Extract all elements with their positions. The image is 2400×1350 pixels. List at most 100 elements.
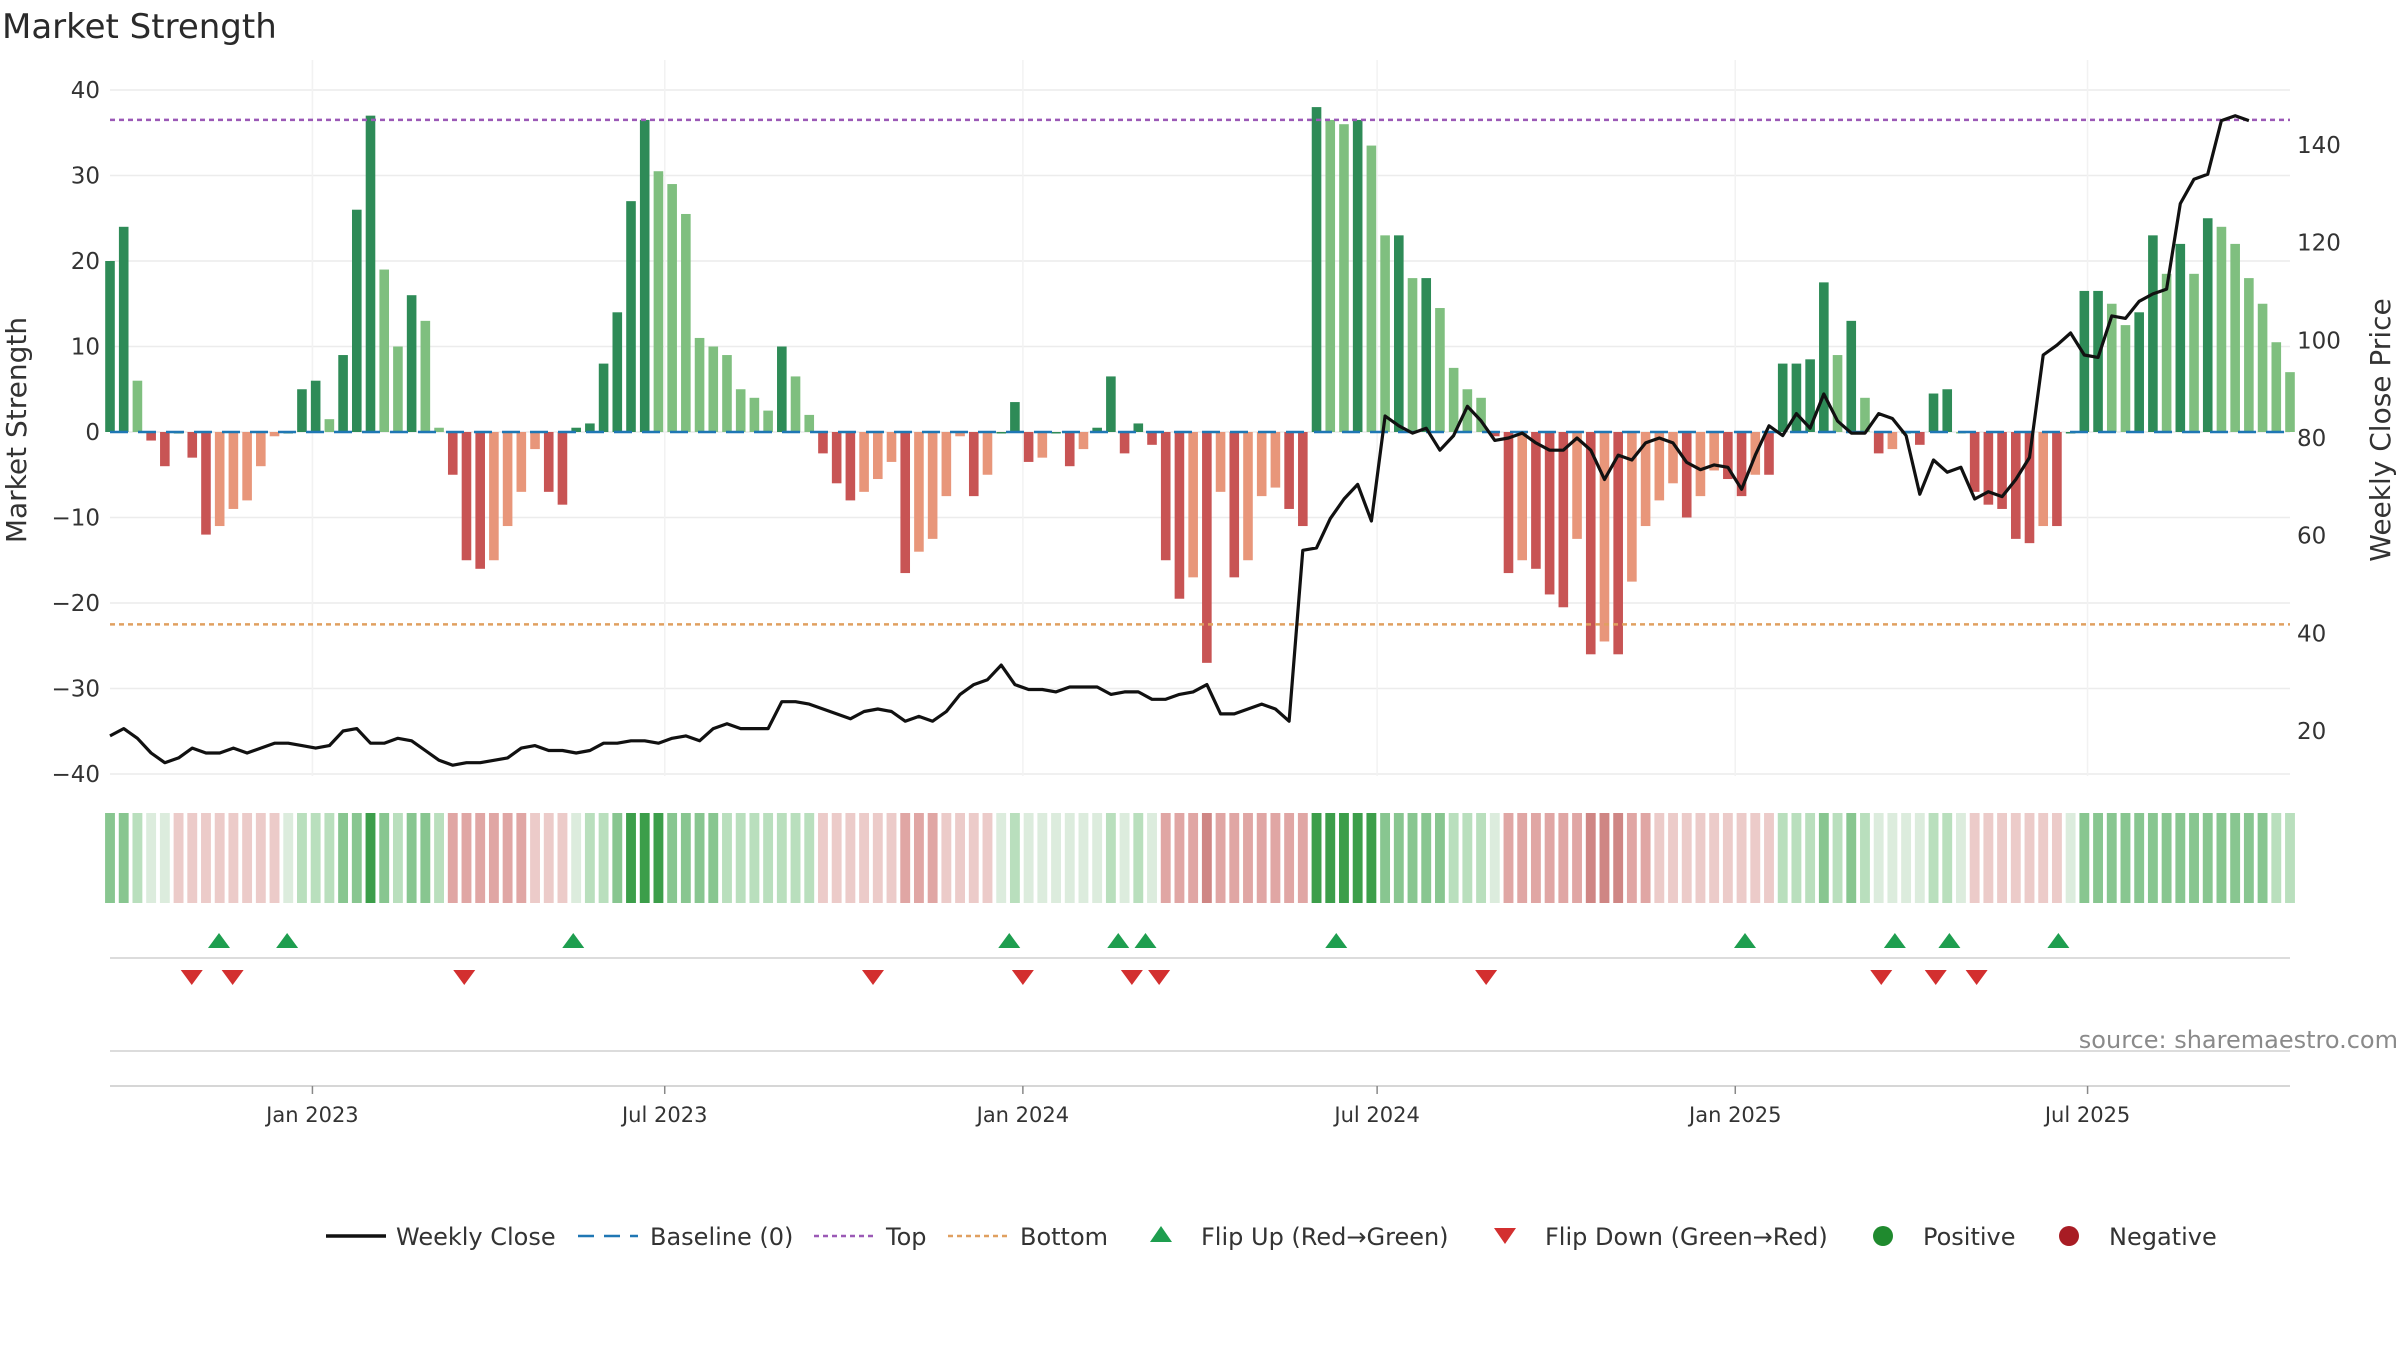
strength-bar xyxy=(927,432,938,539)
strength-bar xyxy=(475,432,485,569)
regime-cell xyxy=(2147,813,2158,903)
regime-cell xyxy=(1092,813,1103,903)
strength-bar xyxy=(297,389,307,432)
regime-cell xyxy=(1805,813,1816,903)
chart-title: Market Strength xyxy=(2,7,277,47)
legend-flip-up-swatch xyxy=(1150,1226,1172,1242)
strength-bar xyxy=(1517,432,1527,561)
regime-cell xyxy=(2093,813,2103,903)
strength-bar xyxy=(2230,243,2240,432)
regime-cell xyxy=(365,813,376,903)
strength-bar xyxy=(393,346,403,432)
strength-bar xyxy=(1983,432,1994,505)
strength-bar xyxy=(338,355,348,432)
strength-bar xyxy=(530,432,540,450)
y2-tick-label: 100 xyxy=(2297,328,2341,354)
legend: Weekly Close Baseline (0) Top Bottom Flip Up… xyxy=(326,1223,2217,1251)
regime-cell xyxy=(1215,813,1226,903)
regime-cell xyxy=(420,813,431,903)
regime-cell xyxy=(2134,813,2145,903)
strength-bar xyxy=(1051,432,1061,434)
regime-cell xyxy=(749,813,760,903)
regime-cell xyxy=(1284,813,1295,903)
strength-bar xyxy=(324,419,335,432)
strength-bar xyxy=(118,226,129,432)
strength-bar xyxy=(1997,432,2007,509)
legend-label-flip-down: Flip Down (Green→Red) xyxy=(1545,1223,1828,1251)
regime-cell xyxy=(255,813,266,903)
strength-bar xyxy=(310,380,321,432)
regime-cell xyxy=(680,813,691,903)
flip-markers xyxy=(110,933,2290,1052)
flip-up-marker xyxy=(208,933,230,948)
regime-cell xyxy=(1736,813,1747,903)
strength-bar xyxy=(2134,312,2144,432)
strength-bar xyxy=(1846,320,1857,432)
strength-bar xyxy=(1064,432,1075,467)
regime-cell xyxy=(146,813,157,903)
y-tick-label: −40 xyxy=(51,762,100,788)
strength-bar xyxy=(1462,389,1473,432)
reference-lines xyxy=(110,118,2290,626)
regime-cell xyxy=(1503,813,1514,903)
strength-bar xyxy=(2189,273,2199,432)
regime-cell xyxy=(584,813,595,903)
strength-bar xyxy=(1243,432,1253,561)
strength-bar xyxy=(1339,124,1349,432)
strength-bar xyxy=(228,432,239,509)
strength-bar xyxy=(1709,432,1719,471)
regime-cell xyxy=(1818,813,1829,903)
flip-down-marker xyxy=(1148,970,1171,985)
strength-bar xyxy=(1352,119,1363,433)
regime-cell xyxy=(1846,813,1857,903)
y2-tick-label: 40 xyxy=(2297,621,2326,647)
legend-label-line: Weekly Close xyxy=(396,1223,556,1251)
strength-bar xyxy=(1215,432,1226,492)
legend-label-bottom: Bottom xyxy=(1020,1223,1108,1251)
strength-bar xyxy=(639,119,650,433)
flip-up-marker xyxy=(1134,933,1157,948)
strength-bar xyxy=(1010,402,1020,432)
strength-bar xyxy=(1311,107,1322,432)
regime-cell xyxy=(872,813,883,903)
strength-bar xyxy=(571,427,581,432)
regime-cell xyxy=(530,813,540,903)
strength-bar xyxy=(2285,372,2295,432)
regime-cell xyxy=(776,813,787,903)
strength-bar xyxy=(1476,397,1486,432)
regime-cell xyxy=(351,813,362,903)
regime-cell xyxy=(283,813,294,903)
strength-bar xyxy=(1366,145,1377,432)
strength-bar xyxy=(1421,278,1432,432)
price-line-group xyxy=(109,114,2250,767)
strength-bar xyxy=(722,355,732,432)
regime-cell xyxy=(1572,813,1582,903)
strength-bar xyxy=(1435,308,1445,432)
regime-cell xyxy=(722,813,732,903)
strength-bar xyxy=(1174,432,1185,599)
strength-bar xyxy=(1531,432,1541,569)
regime-cell xyxy=(1722,813,1733,903)
strength-bar xyxy=(187,432,198,458)
regime-cell xyxy=(1188,813,1199,903)
strength-bar xyxy=(831,432,842,484)
strength-bar xyxy=(105,261,115,432)
strength-bar xyxy=(1819,282,1829,432)
regime-cell xyxy=(1613,813,1624,903)
y2-tick-label: 120 xyxy=(2297,231,2341,257)
x-axis: Jan 2023 Jul 2023 Jan 2024 Jul 2024 Jan 2025… xyxy=(110,1085,2290,1127)
flip-down-marker xyxy=(221,970,244,985)
flip-down-marker xyxy=(180,970,203,985)
regime-cell xyxy=(488,813,499,903)
regime-cell xyxy=(982,813,993,903)
regime-cell xyxy=(1530,813,1541,903)
regime-cell xyxy=(1585,813,1596,903)
regime-cell xyxy=(269,813,280,903)
strength-bar xyxy=(2244,278,2254,432)
strength-bar xyxy=(1229,432,1240,578)
regime-cell xyxy=(2051,813,2062,903)
strength-bars xyxy=(105,107,2295,663)
strength-bar xyxy=(1860,397,1870,432)
regime-cell xyxy=(1311,813,1322,903)
x-tick-label: Jul 2023 xyxy=(620,1103,707,1127)
